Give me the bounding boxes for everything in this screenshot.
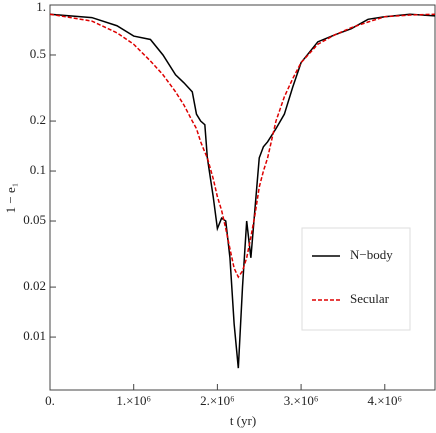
y-tick-label: 1. — [36, 0, 46, 14]
y-axis-label: 1 − e₁ — [3, 183, 18, 214]
y-tick-label: 0.2 — [30, 112, 46, 127]
x-axis-label: t (yr) — [230, 413, 256, 428]
legend-label: N−body — [350, 247, 393, 262]
x-tick-label: 2.×10⁶ — [200, 393, 235, 408]
legend-box — [301, 227, 411, 331]
x-tick-label: 1.×10⁶ — [116, 393, 151, 408]
x-tick-label: 4.×10⁶ — [367, 393, 402, 408]
series-line — [49, 13, 436, 279]
series-line — [49, 13, 436, 369]
x-tick-label: 3.×10⁶ — [284, 393, 319, 408]
plot-frame — [49, 4, 436, 391]
y-tick-label: 0.05 — [23, 212, 46, 227]
legend-label: Secular — [350, 291, 390, 306]
x-tick-label: 0. — [45, 393, 55, 408]
y-tick-label: 0.1 — [30, 162, 46, 177]
y-tick-label: 0.02 — [23, 278, 46, 293]
y-tick-label: 0.5 — [30, 46, 46, 61]
y-tick-label: 0.01 — [23, 328, 46, 343]
